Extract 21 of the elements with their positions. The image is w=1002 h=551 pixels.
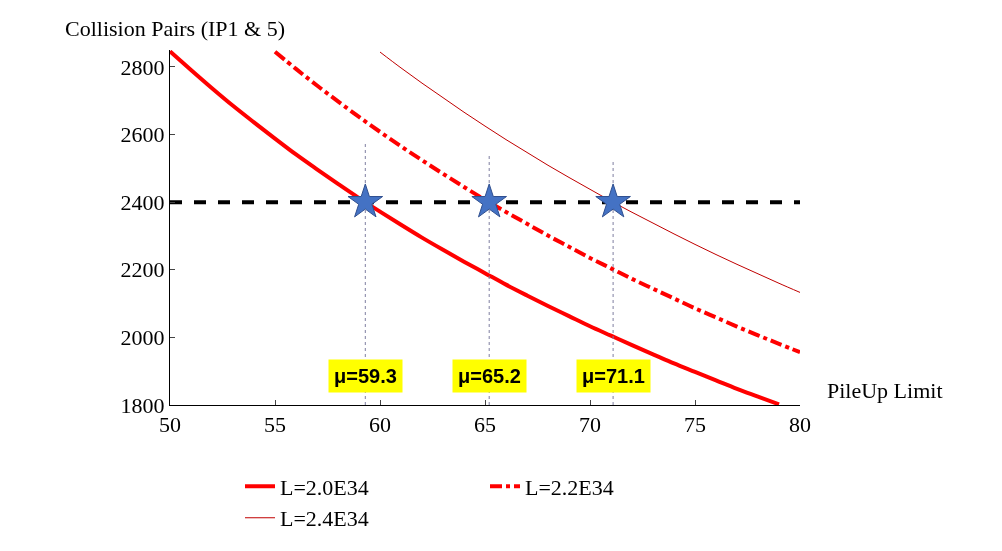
x-axis-title: PileUp Limit — [827, 378, 943, 403]
line-series — [379, 51, 800, 293]
legend-label: L=2.0E34 — [280, 474, 369, 500]
y-tick-label: 2000 — [120, 325, 165, 351]
x-tick-label: 65 — [474, 412, 496, 438]
x-tick-label: 60 — [369, 412, 391, 438]
annotation: μ=65.2 — [458, 365, 521, 387]
y-tick-label: 2400 — [120, 189, 165, 215]
y-axis-title: Collision Pairs (IP1 & 5) — [65, 16, 286, 41]
legend-label: L=2.2E34 — [525, 474, 614, 500]
annotation: μ=59.3 — [334, 365, 397, 387]
x-tick-label: 70 — [579, 412, 601, 438]
x-tick-label: 55 — [264, 412, 286, 438]
x-tick-label: 80 — [789, 412, 811, 438]
line-series — [273, 50, 800, 355]
annotation: μ=71.1 — [582, 365, 645, 387]
y-tick-label: 2800 — [120, 54, 165, 80]
y-tick-label: 2200 — [120, 257, 165, 283]
legend-label: L=2.4E34 — [280, 506, 369, 532]
y-tick-label: 2600 — [120, 122, 165, 148]
x-tick-label: 75 — [684, 412, 706, 438]
